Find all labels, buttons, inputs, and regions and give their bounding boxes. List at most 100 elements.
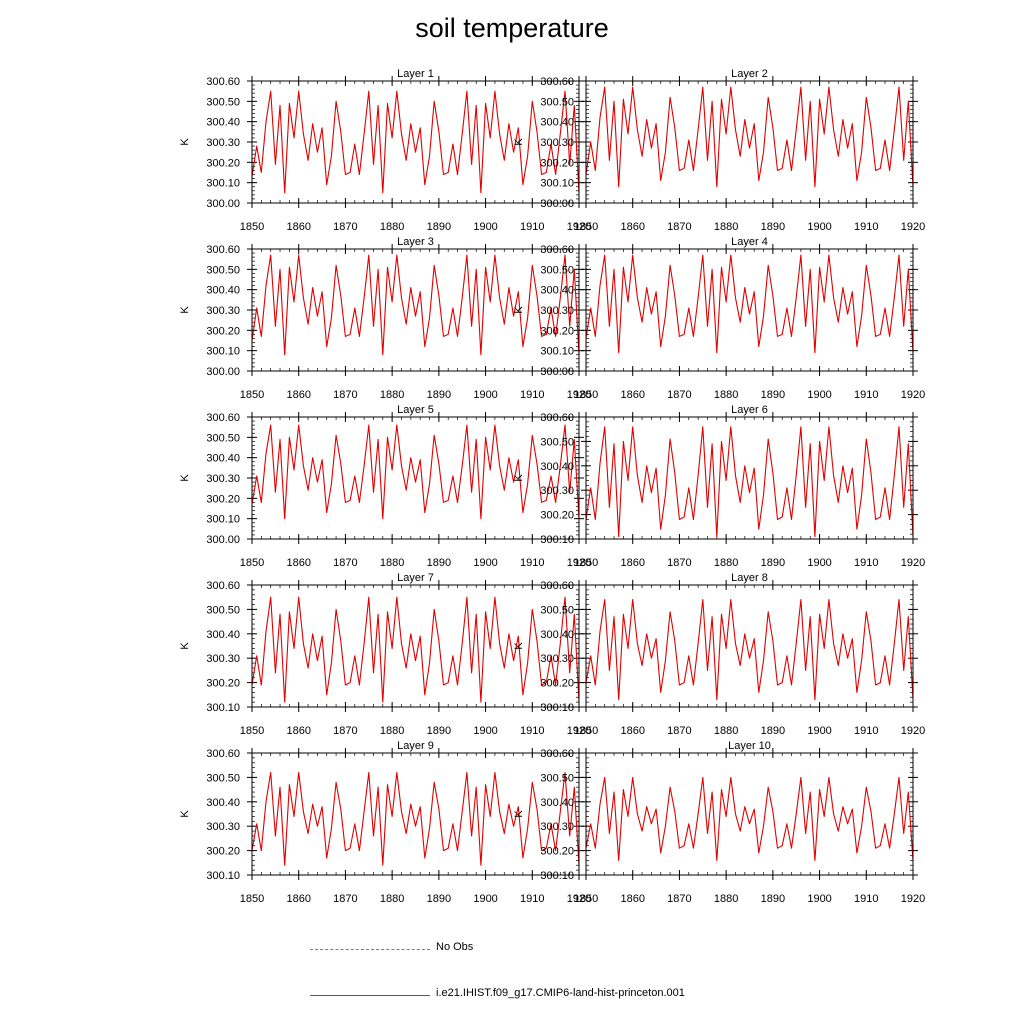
plot-frame: [251, 752, 580, 876]
y-tick-label: 300.40: [206, 797, 240, 809]
y-tick-label: 300.20: [206, 493, 240, 505]
x-tick-label: 1890: [761, 893, 785, 905]
y-tick-label: 300.40: [206, 629, 240, 641]
x-tick-label: 1860: [620, 725, 644, 737]
y-tick-label: 300.60: [206, 76, 240, 88]
y-tick-label: 300.00: [206, 534, 240, 546]
y-tick-label: 300.40: [540, 285, 574, 297]
y-tick-label: 300.50: [540, 604, 574, 616]
x-tick-label: 1880: [380, 893, 404, 905]
y-tick-label: 300.30: [540, 305, 574, 317]
plot-frame: [251, 584, 580, 708]
x-tick-label: 1870: [667, 725, 691, 737]
series-line: [585, 254, 914, 354]
x-tick-label: 1890: [427, 893, 451, 905]
x-tick-label: 1890: [427, 221, 451, 233]
chart-panel-8: Layer 8 K 300.10 300.20 300.30 300.40 300.50 30…: [513, 572, 925, 737]
series-line: [251, 90, 580, 194]
panel-title: Layer 8: [731, 572, 768, 584]
y-tick-label: 300.50: [206, 96, 240, 108]
x-tick-label: 1900: [473, 893, 497, 905]
y-axis-label: K: [513, 642, 525, 650]
chart-panel-1: Layer 1 K 300.00 300.10 300.20 300.30 300.40 30…: [179, 68, 591, 233]
y-tick-label: 300.50: [540, 264, 574, 276]
chart-panel-9: Layer 9 K 300.10 300.20 300.30 300.40 300.50 30…: [179, 740, 591, 905]
x-tick-label: 1870: [667, 557, 691, 569]
y-tick-label: 300.50: [206, 604, 240, 616]
x-tick-label: 1850: [240, 389, 264, 401]
x-tick-label: 1860: [286, 557, 310, 569]
page-title: soil temperature: [415, 13, 609, 43]
x-tick-label: 1870: [333, 389, 357, 401]
y-tick-label: 300.50: [206, 264, 240, 276]
panel-title: Layer 10: [728, 740, 771, 752]
panel-title: Layer 6: [731, 404, 768, 416]
x-tick-label: 1910: [520, 557, 544, 569]
y-tick-label: 300.30: [206, 473, 240, 485]
chart-panel-6: Layer 6 K 300.10 300.20 300.30 300.40 300.50 30…: [513, 404, 925, 569]
x-tick-label: 1850: [574, 893, 598, 905]
x-tick-label: 1850: [574, 389, 598, 401]
y-tick-label: 300.10: [206, 514, 240, 526]
x-tick-label: 1880: [714, 221, 738, 233]
y-tick-label: 300.30: [540, 821, 574, 833]
x-tick-label: 1850: [240, 893, 264, 905]
x-tick-label: 1890: [761, 557, 785, 569]
y-axis-label: K: [513, 474, 525, 482]
y-tick-label: 300.20: [540, 157, 574, 169]
plot-frame: [585, 80, 914, 204]
y-tick-label: 300.20: [540, 510, 574, 522]
x-tick-label: 1900: [473, 389, 497, 401]
x-tick-label: 1870: [333, 893, 357, 905]
x-tick-label: 1880: [380, 389, 404, 401]
y-tick-label: 300.60: [206, 748, 240, 760]
x-tick-label: 1910: [520, 893, 544, 905]
chart-panel-7: Layer 7 K 300.10 300.20 300.30 300.40 300.50 30…: [179, 572, 591, 737]
x-tick-label: 1910: [520, 725, 544, 737]
y-tick-label: 300.20: [206, 325, 240, 337]
plot-frame: [251, 80, 580, 204]
y-tick-label: 300.00: [206, 366, 240, 378]
x-tick-label: 1920: [567, 725, 591, 737]
x-tick-label: 1850: [574, 557, 598, 569]
y-tick-label: 300.00: [206, 198, 240, 210]
x-tick-label: 1910: [854, 389, 878, 401]
y-tick-label: 300.20: [206, 678, 240, 690]
x-tick-label: 1850: [240, 557, 264, 569]
plot-frame: [585, 584, 914, 708]
y-tick-label: 300.20: [540, 325, 574, 337]
x-tick-label: 1920: [901, 389, 925, 401]
x-tick-label: 1870: [333, 221, 357, 233]
y-axis-label: K: [513, 306, 525, 314]
y-tick-label: 300.50: [206, 432, 240, 444]
y-axis-label: K: [513, 138, 525, 146]
y-tick-label: 300.40: [540, 117, 574, 129]
y-tick-label: 300.30: [206, 137, 240, 149]
x-tick-label: 1910: [520, 221, 544, 233]
y-axis-label: K: [179, 810, 191, 818]
y-tick-label: 300.60: [206, 412, 240, 424]
x-tick-label: 1900: [807, 725, 831, 737]
series-line: [251, 254, 580, 356]
x-tick-label: 1920: [901, 557, 925, 569]
x-tick-label: 1870: [667, 221, 691, 233]
x-tick-label: 1900: [807, 557, 831, 569]
x-tick-label: 1910: [520, 389, 544, 401]
y-tick-label: 300.20: [206, 157, 240, 169]
chart-panel-4: Layer 4 K 300.00 300.10 300.20 300.30 300.40 30…: [513, 236, 925, 401]
x-tick-label: 1920: [567, 557, 591, 569]
series-line: [251, 596, 580, 703]
y-tick-label: 300.60: [540, 76, 574, 88]
plot-frame: [585, 416, 914, 540]
x-tick-label: 1880: [714, 389, 738, 401]
panel-title: Layer 7: [397, 572, 434, 584]
y-axis-label: K: [179, 474, 191, 482]
y-tick-label: 300.10: [206, 178, 240, 190]
y-tick-label: 300.50: [540, 96, 574, 108]
legend-model-line: [310, 995, 430, 996]
y-axis-label: K: [513, 810, 525, 818]
y-tick-label: 300.40: [540, 629, 574, 641]
chart-panel-5: Layer 5 K 300.00 300.10 300.20 300.30 300.40 30…: [179, 404, 591, 569]
y-tick-label: 300.20: [540, 678, 574, 690]
